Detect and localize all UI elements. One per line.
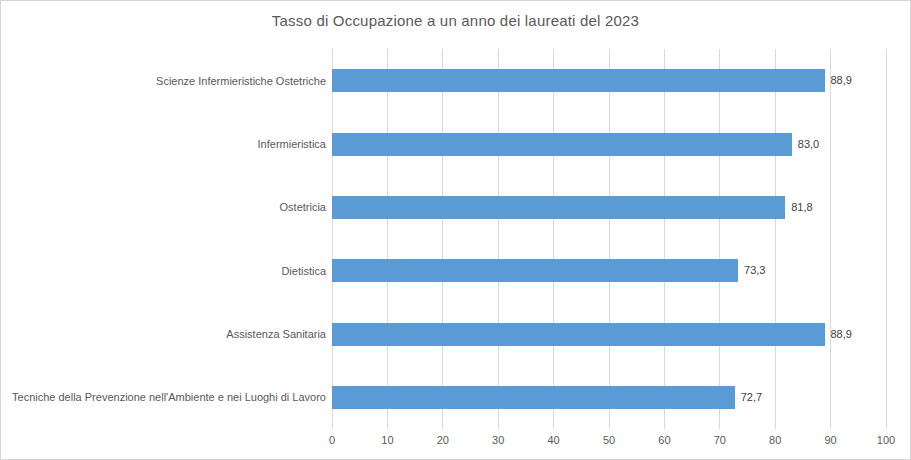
gridline (332, 49, 333, 429)
x-tick-label: 40 (547, 434, 559, 446)
category-label: Ostetricia (7, 176, 326, 239)
gridline (387, 49, 388, 429)
category-label: Infermieristica (7, 112, 326, 175)
x-tick-label: 80 (769, 434, 781, 446)
x-axis: 0102030405060708090100 (332, 434, 886, 450)
x-tick-label: 100 (877, 434, 895, 446)
plot-area: 88,9 83,0 81,8 73,3 88,9 72,7 (332, 49, 886, 429)
x-tick-label: 10 (381, 434, 393, 446)
value-label: 88,9 (825, 69, 852, 92)
category-label: Dietistica (7, 239, 326, 302)
x-tick-label: 60 (658, 434, 670, 446)
chart-title: Tasso di Occupazione a un anno dei laure… (1, 12, 910, 29)
gridline (664, 49, 665, 429)
x-tick-label: 20 (437, 434, 449, 446)
gridline (498, 49, 499, 429)
gridline (442, 49, 443, 429)
bar-4 (332, 323, 825, 346)
category-label: Assistenza Sanitaria (7, 302, 326, 365)
bar-0 (332, 69, 825, 92)
bar-1 (332, 133, 792, 156)
value-label: 88,9 (825, 323, 852, 346)
x-tick-label: 90 (824, 434, 836, 446)
value-label: 81,8 (785, 196, 812, 219)
category-label: Tecniche della Prevenzione nell'Ambiente… (7, 366, 326, 429)
category-axis: Scienze Infermieristiche OstetricheInfer… (7, 49, 326, 429)
bar-5 (332, 386, 735, 409)
gridline (609, 49, 610, 429)
x-tick-label: 50 (603, 434, 615, 446)
gridline (830, 49, 831, 429)
value-label: 83,0 (792, 133, 819, 156)
x-tick-label: 70 (714, 434, 726, 446)
gridline (775, 49, 776, 429)
value-label: 73,3 (738, 259, 765, 282)
bar-2 (332, 196, 785, 219)
bar-3 (332, 259, 738, 282)
gridline (886, 49, 887, 429)
gridline (553, 49, 554, 429)
x-tick-label: 30 (492, 434, 504, 446)
value-label: 72,7 (735, 386, 762, 409)
gridline (719, 49, 720, 429)
chart-frame: Tasso di Occupazione a un anno dei laure… (0, 0, 911, 460)
x-tick-label: 0 (329, 434, 335, 446)
category-label: Scienze Infermieristiche Ostetriche (7, 49, 326, 112)
